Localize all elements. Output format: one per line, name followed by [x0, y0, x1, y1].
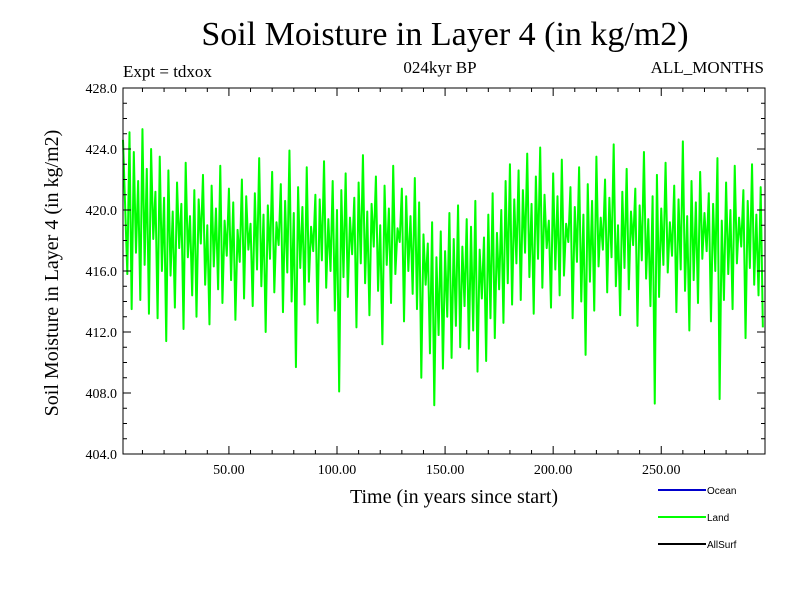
legend: Ocean Land AllSurf: [658, 486, 737, 551]
x-tick-label: 100.00: [318, 463, 357, 478]
tick-labels: 50.00 100.00 150.00 200.00 250.00 404.0 408.0 4…: [86, 82, 681, 478]
x-tick-label: 250.00: [642, 463, 681, 478]
chart-subtitle: 024kyr BP: [403, 58, 477, 77]
legend-label-allsurf: AllSurf: [707, 540, 737, 551]
y-tick-label: 412.0: [86, 326, 118, 341]
x-tick-label: 50.00: [213, 463, 245, 478]
legend-label-ocean: Ocean: [707, 486, 736, 497]
y-tick-label: 404.0: [86, 448, 118, 463]
y-tick-label: 424.0: [86, 143, 118, 158]
months-label: ALL_MONTHS: [650, 58, 764, 77]
series-line-land: [122, 128, 764, 407]
experiment-label: Expt = tdxox: [123, 62, 212, 81]
legend-label-land: Land: [707, 513, 729, 524]
plot-frame: [122, 87, 766, 455]
chart-title: Soil Moisture in Layer 4 (in kg/m2): [201, 16, 689, 53]
x-tick-label: 150.00: [426, 463, 465, 478]
y-tick-label: 420.0: [86, 204, 118, 219]
series-layer: [122, 128, 764, 407]
x-tick-label: 200.00: [534, 463, 573, 478]
tick-marks: [123, 88, 765, 454]
y-tick-label: 408.0: [86, 387, 118, 402]
y-axis-title: Soil Moisture in Layer 4 (in kg/m2): [41, 130, 63, 417]
y-tick-label: 428.0: [86, 82, 118, 97]
y-tick-label: 416.0: [86, 265, 118, 280]
x-axis-title: Time (in years since start): [350, 486, 558, 508]
